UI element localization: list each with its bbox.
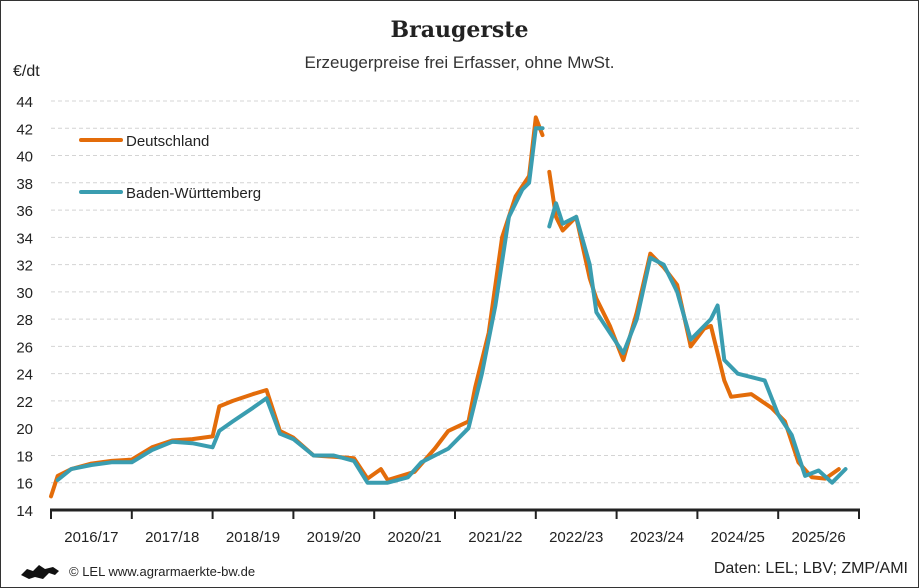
- x-tick-label: 2023/24: [630, 529, 684, 546]
- y-tick-label: 22: [16, 394, 33, 411]
- y-tick-label: 16: [16, 476, 33, 493]
- x-tick-label: 2024/25: [711, 529, 765, 546]
- x-tick-label: 2022/23: [549, 529, 603, 546]
- y-tick-label: 34: [16, 230, 33, 247]
- y-tick-label: 42: [16, 121, 33, 138]
- copyright-text: © LEL www.agrarmaerkte-bw.de: [69, 563, 256, 579]
- series-line-baden-wuerttemberg: [55, 126, 848, 485]
- footer-copyright: © LEL www.agrarmaerkte-bw.de: [19, 561, 255, 581]
- data-source: Daten: LEL; LBV; ZMP/AMI: [713, 560, 908, 577]
- x-tick-label: 2016/17: [64, 529, 118, 546]
- x-tick-label: 2020/21: [387, 529, 441, 546]
- legend-label: Deutschland: [126, 133, 209, 150]
- x-tick-label: 2021/22: [468, 529, 522, 546]
- x-tick-label: 2018/19: [226, 529, 280, 546]
- x-tick-label: 2019/20: [307, 529, 361, 546]
- y-tick-label: 30: [16, 285, 33, 302]
- x-tick-label: 2017/18: [145, 529, 199, 546]
- y-tick-label: 32: [16, 258, 33, 275]
- y-tick-label: 38: [16, 176, 33, 193]
- y-tick-label: 26: [16, 339, 33, 356]
- lion-logo-icon: [21, 565, 59, 579]
- y-tick-label: 36: [16, 203, 33, 220]
- y-tick-label: 14: [16, 503, 33, 520]
- x-tick-label: 2025/26: [791, 529, 845, 546]
- y-tick-label: 18: [16, 448, 33, 465]
- y-tick-label: 24: [16, 367, 33, 384]
- y-tick-label: 40: [16, 149, 33, 166]
- legend-label: Baden-Württemberg: [126, 185, 261, 202]
- series-line-deutschland: [49, 115, 841, 499]
- y-axis-label: €/dt: [13, 63, 40, 80]
- chart-title: Braugerste: [390, 17, 529, 43]
- y-tick-label: 20: [16, 421, 33, 438]
- y-tick-label: 28: [16, 312, 33, 329]
- chart-subtitle: Erzeugerpreise frei Erfasser, ohne MwSt.: [304, 53, 615, 72]
- y-tick-label: 44: [16, 94, 33, 111]
